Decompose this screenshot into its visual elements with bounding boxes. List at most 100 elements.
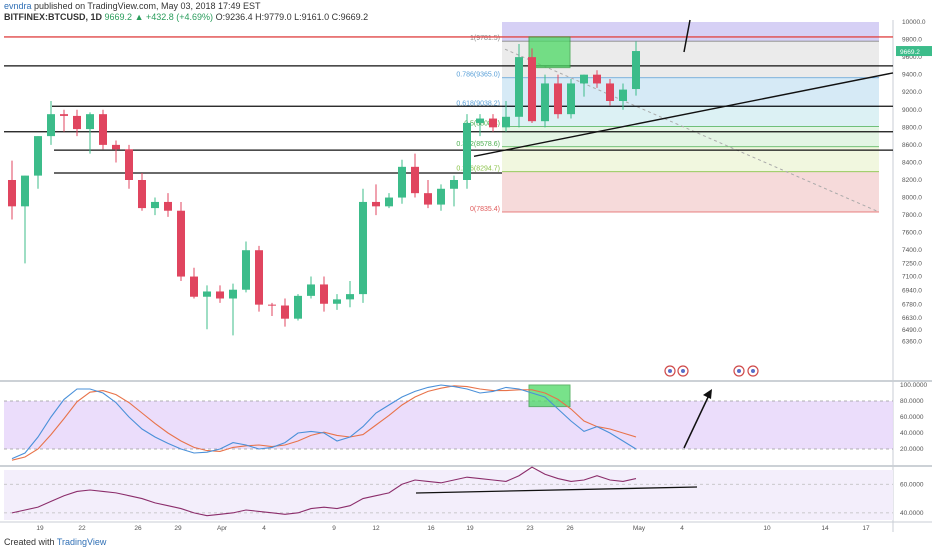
price-tick-label: 8400.0 bbox=[902, 159, 922, 166]
fib-zone bbox=[502, 146, 879, 172]
date-tick-label: 4 bbox=[680, 525, 684, 532]
candle-body bbox=[112, 144, 120, 150]
candle-body bbox=[580, 74, 588, 84]
candle-body bbox=[632, 51, 640, 90]
candle-body bbox=[255, 250, 263, 305]
price-tick-label: 6940.0 bbox=[902, 288, 922, 295]
price-tick-label: 6780.0 bbox=[902, 302, 922, 309]
stoch-arrow bbox=[683, 392, 711, 449]
price-tick-label: 8600.0 bbox=[902, 142, 922, 149]
rsi-background bbox=[4, 470, 893, 520]
candle-body bbox=[515, 57, 523, 117]
arrow-up bbox=[683, 19, 691, 53]
date-tick-label: 26 bbox=[134, 525, 142, 532]
date-tick-label: 19 bbox=[36, 525, 44, 532]
price-tick-label: 7250.0 bbox=[902, 260, 922, 267]
date-tick-label: Apr bbox=[217, 525, 228, 532]
candle-body bbox=[21, 175, 29, 207]
rsi-tick-label: 40.0000 bbox=[900, 510, 924, 517]
candle-body bbox=[216, 291, 224, 299]
candle-body bbox=[203, 291, 211, 297]
candle-body bbox=[190, 276, 198, 297]
candle-body bbox=[229, 289, 237, 299]
stoch-arrow-head bbox=[703, 389, 712, 399]
candle-body bbox=[450, 179, 458, 189]
tradingview-logo[interactable]: TradingView bbox=[56, 537, 107, 547]
candle-body bbox=[528, 57, 536, 122]
date-tick-label: 22 bbox=[78, 525, 86, 532]
candle-body bbox=[359, 201, 367, 295]
candle-body bbox=[138, 179, 146, 209]
ohlc-values: O:9236.4 H:9779.0 L:9161.0 C:9669.2 bbox=[215, 12, 369, 22]
price-tick-label: 7800.0 bbox=[902, 212, 922, 219]
candle-body bbox=[593, 74, 601, 84]
stoch-tick-label: 80.0000 bbox=[900, 398, 924, 405]
candle-body bbox=[294, 295, 302, 319]
date-tick-label: 26 bbox=[566, 525, 574, 532]
author-link[interactable]: evndra bbox=[4, 1, 32, 11]
candle-body bbox=[489, 118, 497, 128]
candle-body bbox=[242, 250, 250, 290]
candle-body bbox=[47, 114, 55, 137]
footer-text: Created with bbox=[4, 537, 55, 547]
rsi-trendline bbox=[415, 486, 698, 494]
rsi-tick-label: 60.0000 bbox=[900, 481, 924, 488]
candle-body bbox=[268, 304, 276, 306]
stoch-tick-label: 20.0000 bbox=[900, 446, 924, 453]
date-tick-label: 16 bbox=[427, 525, 435, 532]
date-tick-label: 29 bbox=[174, 525, 182, 532]
candle-body bbox=[385, 197, 393, 207]
fib-zone bbox=[502, 106, 879, 127]
fib-level-label: 0(7835.4) bbox=[470, 206, 500, 213]
candle-body bbox=[411, 166, 419, 194]
fib-zone bbox=[502, 77, 879, 107]
date-tick-label: 14 bbox=[821, 525, 829, 532]
price-tick-label: 6360.0 bbox=[902, 339, 922, 346]
candle-body bbox=[151, 201, 159, 209]
candle-body bbox=[346, 294, 354, 300]
price-tick-label: 9000.0 bbox=[902, 107, 922, 114]
event-flag-dot bbox=[737, 369, 741, 373]
price-tick-label: 9800.0 bbox=[902, 37, 922, 44]
fib-trend-dashed bbox=[504, 48, 880, 213]
date-tick-label: May bbox=[633, 525, 646, 532]
publish-info: published on TradingView.com, May 03, 20… bbox=[34, 1, 261, 11]
stoch-tick-label: 40.0000 bbox=[900, 430, 924, 437]
event-flag-dot bbox=[751, 369, 755, 373]
date-tick-label: 9 bbox=[332, 525, 336, 532]
candle-body bbox=[567, 83, 575, 115]
price-tick-label: 8800.0 bbox=[902, 124, 922, 131]
candle-body bbox=[125, 149, 133, 180]
candle-body bbox=[86, 114, 94, 130]
candle-body bbox=[424, 193, 432, 205]
candle-body bbox=[619, 89, 627, 101]
fib-zone bbox=[502, 171, 879, 212]
candle-body bbox=[164, 201, 172, 211]
price-tick-label: 8000.0 bbox=[902, 195, 922, 202]
candle-body bbox=[307, 284, 315, 296]
candle-body bbox=[476, 118, 484, 123]
price-tick-label: 10000.0 bbox=[902, 19, 926, 26]
stoch-band bbox=[4, 401, 893, 449]
last-price: 9669.2 bbox=[104, 12, 133, 22]
candle-body bbox=[73, 115, 81, 130]
candle-body bbox=[281, 305, 289, 319]
price-tick-label: 7400.0 bbox=[902, 247, 922, 254]
rsi-line bbox=[11, 466, 637, 517]
event-flag-dot bbox=[681, 369, 685, 373]
price-tick-label: 7600.0 bbox=[902, 230, 922, 237]
candle-body bbox=[60, 114, 68, 116]
stoch-tick-label: 60.0000 bbox=[900, 414, 924, 421]
fib-zone bbox=[502, 126, 879, 147]
footer: Created with TradingView bbox=[4, 537, 106, 547]
candle-body bbox=[320, 284, 328, 304]
price-tick-label: 6630.0 bbox=[902, 315, 922, 322]
candle-body bbox=[333, 299, 341, 304]
candle-body bbox=[372, 201, 380, 207]
price-tick-label: 9200.0 bbox=[902, 89, 922, 96]
fib-level-label: 0.786(9365.0) bbox=[456, 72, 500, 79]
date-tick-label: 23 bbox=[526, 525, 534, 532]
fib-level-label: 0.382(8578.6) bbox=[456, 141, 500, 148]
date-tick-label: 4 bbox=[262, 525, 266, 532]
